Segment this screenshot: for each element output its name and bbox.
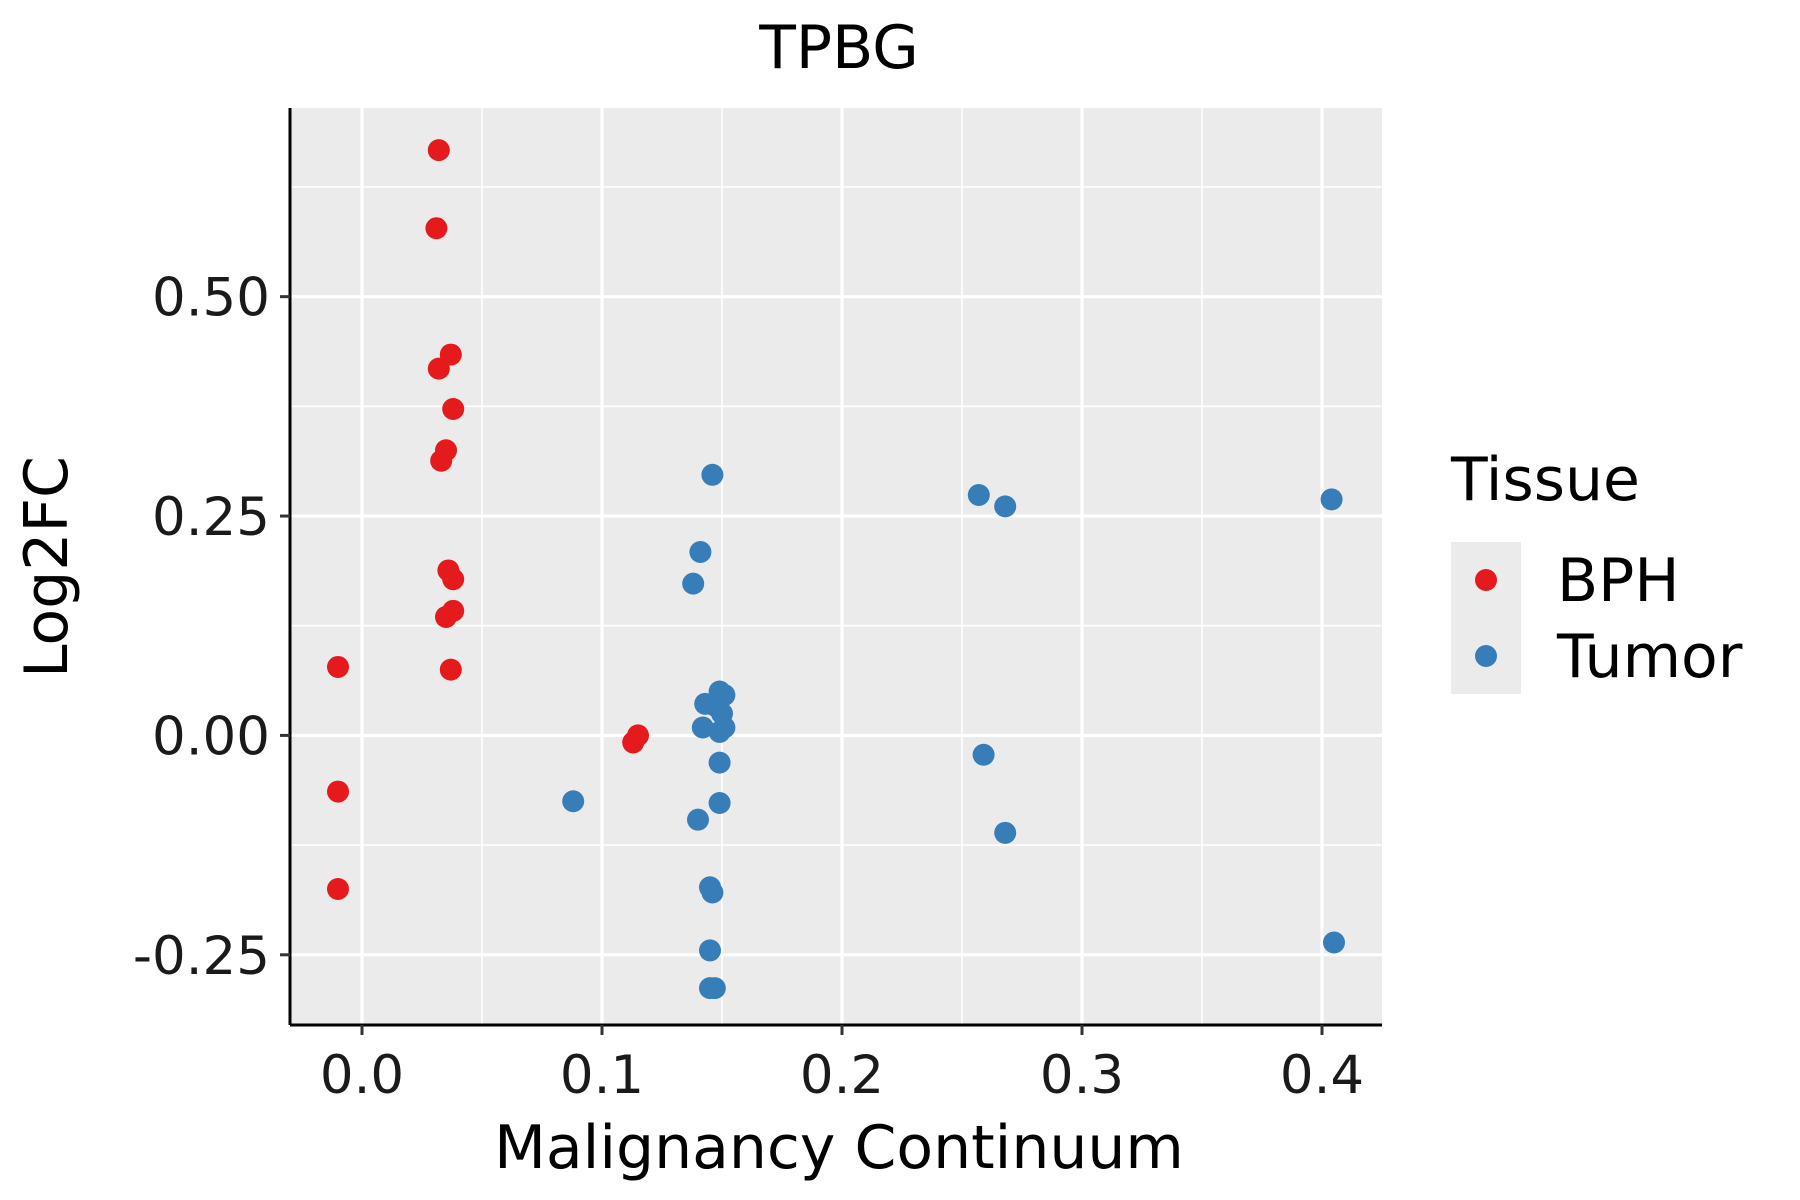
series-tumor xyxy=(562,463,1345,1000)
y-tick-label: 0.25 xyxy=(152,487,270,548)
data-point-bph xyxy=(439,658,462,681)
data-point-tumor xyxy=(972,743,995,766)
data-point-bph xyxy=(442,568,465,591)
legend-label-bph: BPH xyxy=(1557,546,1679,616)
data-point-bph xyxy=(430,449,453,472)
data-point-tumor xyxy=(994,821,1017,844)
data-point-tumor xyxy=(682,572,705,595)
x-tick-label: 0.3 xyxy=(1040,1045,1124,1106)
data-point-tumor xyxy=(1320,488,1343,511)
data-point-bph xyxy=(425,217,448,240)
y-tick-label: 0.50 xyxy=(152,268,270,329)
data-point-tumor xyxy=(699,939,721,962)
data-point-tumor xyxy=(701,881,724,904)
data-point-tumor xyxy=(687,808,709,831)
data-point-tumor xyxy=(708,751,731,774)
y-axis-title: Log2FC xyxy=(12,456,82,678)
data-point-tumor xyxy=(708,720,731,743)
data-point-bph xyxy=(327,877,349,900)
data-point-tumor xyxy=(691,716,714,739)
data-point-tumor xyxy=(994,495,1017,518)
data-point-bph xyxy=(327,655,349,678)
plot-panel-background xyxy=(290,108,1382,1025)
x-tick-label: 0.1 xyxy=(560,1045,644,1106)
legend-label-tumor: Tumor xyxy=(1556,622,1743,692)
data-point-tumor xyxy=(701,463,724,486)
data-point-tumor xyxy=(967,483,990,506)
x-tick-label: 0.4 xyxy=(1280,1045,1364,1106)
data-point-bph xyxy=(622,731,645,754)
x-tick-label: 0.2 xyxy=(800,1045,884,1106)
series-bph xyxy=(327,139,649,900)
y-tick-label: -0.25 xyxy=(133,926,270,987)
data-point-bph xyxy=(435,605,457,628)
plot-title: TPBG xyxy=(758,13,918,83)
data-point-bph xyxy=(427,139,450,162)
x-axis-title: Malignancy Continuum xyxy=(494,1113,1184,1183)
legend-title: Tissue xyxy=(1450,445,1640,515)
data-point-bph xyxy=(327,780,349,803)
data-point-tumor xyxy=(708,791,731,814)
data-point-tumor xyxy=(562,790,585,813)
data-point-tumor xyxy=(689,541,712,564)
y-tick-label: 0.00 xyxy=(152,706,270,767)
data-point-bph xyxy=(427,357,450,380)
x-tick-label: 0.0 xyxy=(320,1045,404,1106)
data-point-tumor xyxy=(703,977,726,1000)
data-point-tumor xyxy=(1323,931,1345,954)
data-point-bph xyxy=(442,397,465,420)
legend-key-tumor xyxy=(1475,645,1497,667)
legend-key-bph xyxy=(1475,569,1497,591)
